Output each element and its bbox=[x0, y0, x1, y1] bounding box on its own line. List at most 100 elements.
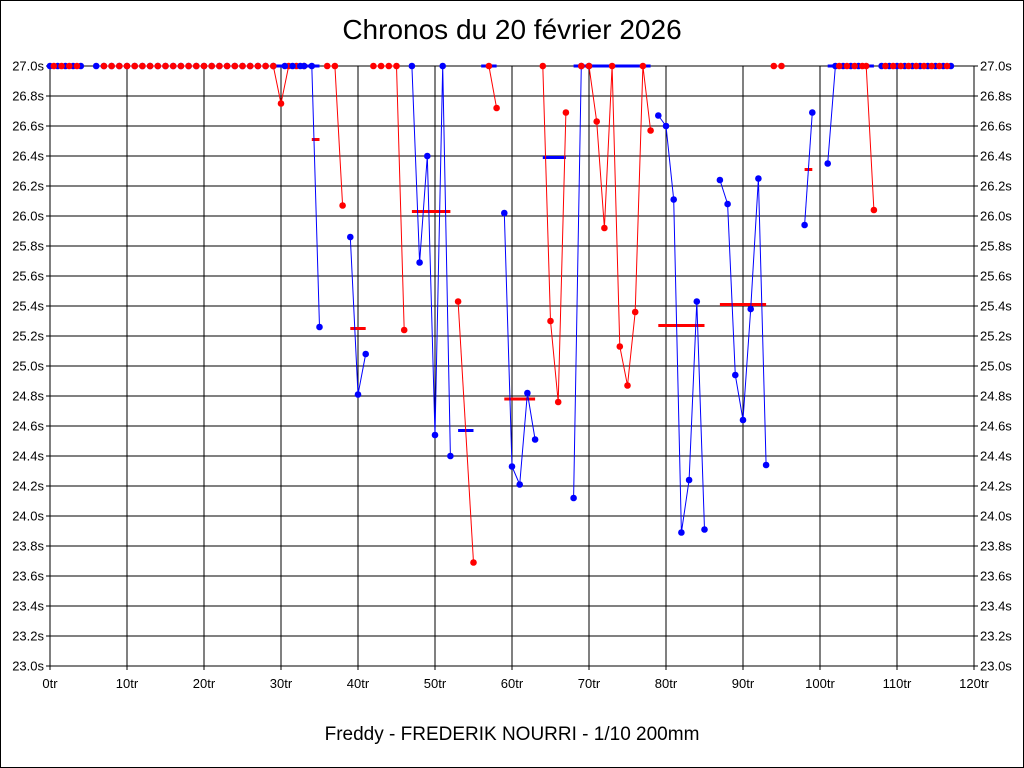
data-point bbox=[508, 463, 516, 470]
data-point bbox=[370, 62, 377, 70]
y-tick-label-left: 26.2s bbox=[12, 179, 44, 194]
data-point bbox=[593, 118, 600, 125]
y-tick-label-right: 25.2s bbox=[980, 329, 1012, 344]
data-point bbox=[639, 62, 647, 70]
data-point bbox=[169, 62, 177, 70]
data-point bbox=[50, 62, 58, 70]
data-point bbox=[308, 62, 316, 70]
y-tick-label-left: 26.8s bbox=[12, 89, 44, 104]
data-point bbox=[424, 152, 431, 160]
x-tick-label: 50tr bbox=[424, 676, 447, 691]
data-point bbox=[347, 233, 354, 241]
data-point bbox=[701, 526, 708, 533]
data-point bbox=[762, 461, 770, 469]
data-point bbox=[585, 62, 593, 70]
x-tick-label: 120tr bbox=[959, 676, 989, 691]
series-line bbox=[804, 112, 813, 226]
x-tick-label: 100tr bbox=[805, 676, 835, 691]
y-tick-label-left: 24.6s bbox=[12, 419, 44, 434]
data-point bbox=[431, 431, 439, 439]
y-tick-label-right: 25.6s bbox=[980, 269, 1012, 284]
data-point bbox=[693, 298, 701, 305]
data-point bbox=[670, 196, 677, 203]
data-point bbox=[439, 62, 447, 70]
data-point bbox=[162, 62, 169, 70]
data-point bbox=[897, 62, 905, 70]
series-line bbox=[488, 65, 498, 109]
y-tick-label-right: 23.4s bbox=[980, 599, 1012, 614]
data-point bbox=[882, 62, 889, 70]
y-tick-label-right: 26.6s bbox=[980, 119, 1012, 134]
data-point bbox=[662, 122, 670, 130]
data-point bbox=[154, 62, 162, 70]
y-tick-label-left: 23.0s bbox=[12, 659, 44, 674]
data-point bbox=[262, 62, 269, 70]
series-line bbox=[457, 301, 474, 563]
y-tick-label-left: 25.4s bbox=[12, 299, 44, 314]
chart-subtitle: Freddy - FREDERIK NOURRI - 1/10 200mm bbox=[324, 724, 700, 745]
x-tick-label: 40tr bbox=[347, 676, 370, 691]
data-point bbox=[501, 209, 508, 217]
y-tick-label-left: 25.6s bbox=[12, 269, 44, 284]
y-tick-label-right: 23.2s bbox=[980, 629, 1012, 644]
data-point bbox=[578, 62, 585, 70]
y-tick-label-left: 25.8s bbox=[12, 239, 44, 254]
data-point bbox=[454, 298, 462, 305]
y-tick-label-right: 24.8s bbox=[980, 389, 1012, 404]
data-point bbox=[870, 206, 878, 214]
y-tick-label-left: 26.6s bbox=[12, 119, 44, 134]
data-point bbox=[116, 62, 123, 70]
y-tick-label-left: 23.8s bbox=[12, 539, 44, 554]
data-point bbox=[323, 62, 331, 70]
data-point bbox=[524, 389, 531, 397]
data-point bbox=[281, 62, 289, 70]
x-tick-label: 30tr bbox=[270, 676, 293, 691]
y-tick-label-left: 25.0s bbox=[12, 359, 44, 374]
data-point bbox=[73, 62, 81, 70]
x-tick-label: 20tr bbox=[193, 676, 216, 691]
y-tick-label-left: 24.4s bbox=[12, 449, 44, 464]
data-point bbox=[416, 259, 423, 266]
data-point bbox=[755, 175, 762, 182]
data-point bbox=[732, 371, 739, 379]
data-point bbox=[146, 62, 154, 70]
data-point bbox=[778, 62, 785, 70]
data-point bbox=[809, 109, 816, 116]
data-point bbox=[608, 62, 616, 70]
data-point bbox=[539, 62, 547, 70]
data-point bbox=[493, 104, 500, 112]
y-tick-label-left: 26.0s bbox=[12, 209, 44, 224]
y-tick-label-left: 25.2s bbox=[12, 329, 44, 344]
data-point bbox=[554, 398, 562, 406]
y-tick-label-left: 23.6s bbox=[12, 569, 44, 584]
data-point bbox=[601, 224, 608, 232]
data-point bbox=[393, 62, 400, 70]
data-point bbox=[716, 176, 724, 184]
x-tick-label: 10tr bbox=[116, 676, 139, 691]
data-point bbox=[936, 62, 943, 70]
y-tick-label-left: 24.2s bbox=[12, 479, 44, 494]
data-point bbox=[377, 62, 385, 70]
data-point bbox=[801, 221, 808, 229]
data-point bbox=[339, 202, 346, 209]
data-point bbox=[408, 62, 416, 70]
data-point bbox=[851, 62, 858, 70]
y-tick-label-left: 23.2s bbox=[12, 629, 44, 644]
data-point bbox=[270, 62, 277, 70]
data-point bbox=[193, 62, 200, 70]
series-line bbox=[581, 65, 652, 386]
data-point bbox=[912, 62, 920, 70]
y-tick-label-left: 24.0s bbox=[12, 509, 44, 524]
y-tick-label-right: 24.4s bbox=[980, 449, 1012, 464]
x-tick-label: 60tr bbox=[501, 676, 524, 691]
y-tick-label-right: 26.4s bbox=[980, 149, 1012, 164]
data-point bbox=[208, 62, 215, 70]
data-point bbox=[655, 112, 662, 119]
y-tick-label-right: 25.4s bbox=[980, 299, 1012, 314]
y-tick-label-left: 26.4s bbox=[12, 149, 44, 164]
data-point bbox=[739, 416, 747, 424]
data-point bbox=[354, 391, 362, 398]
data-point bbox=[108, 62, 115, 70]
data-point bbox=[300, 62, 308, 70]
